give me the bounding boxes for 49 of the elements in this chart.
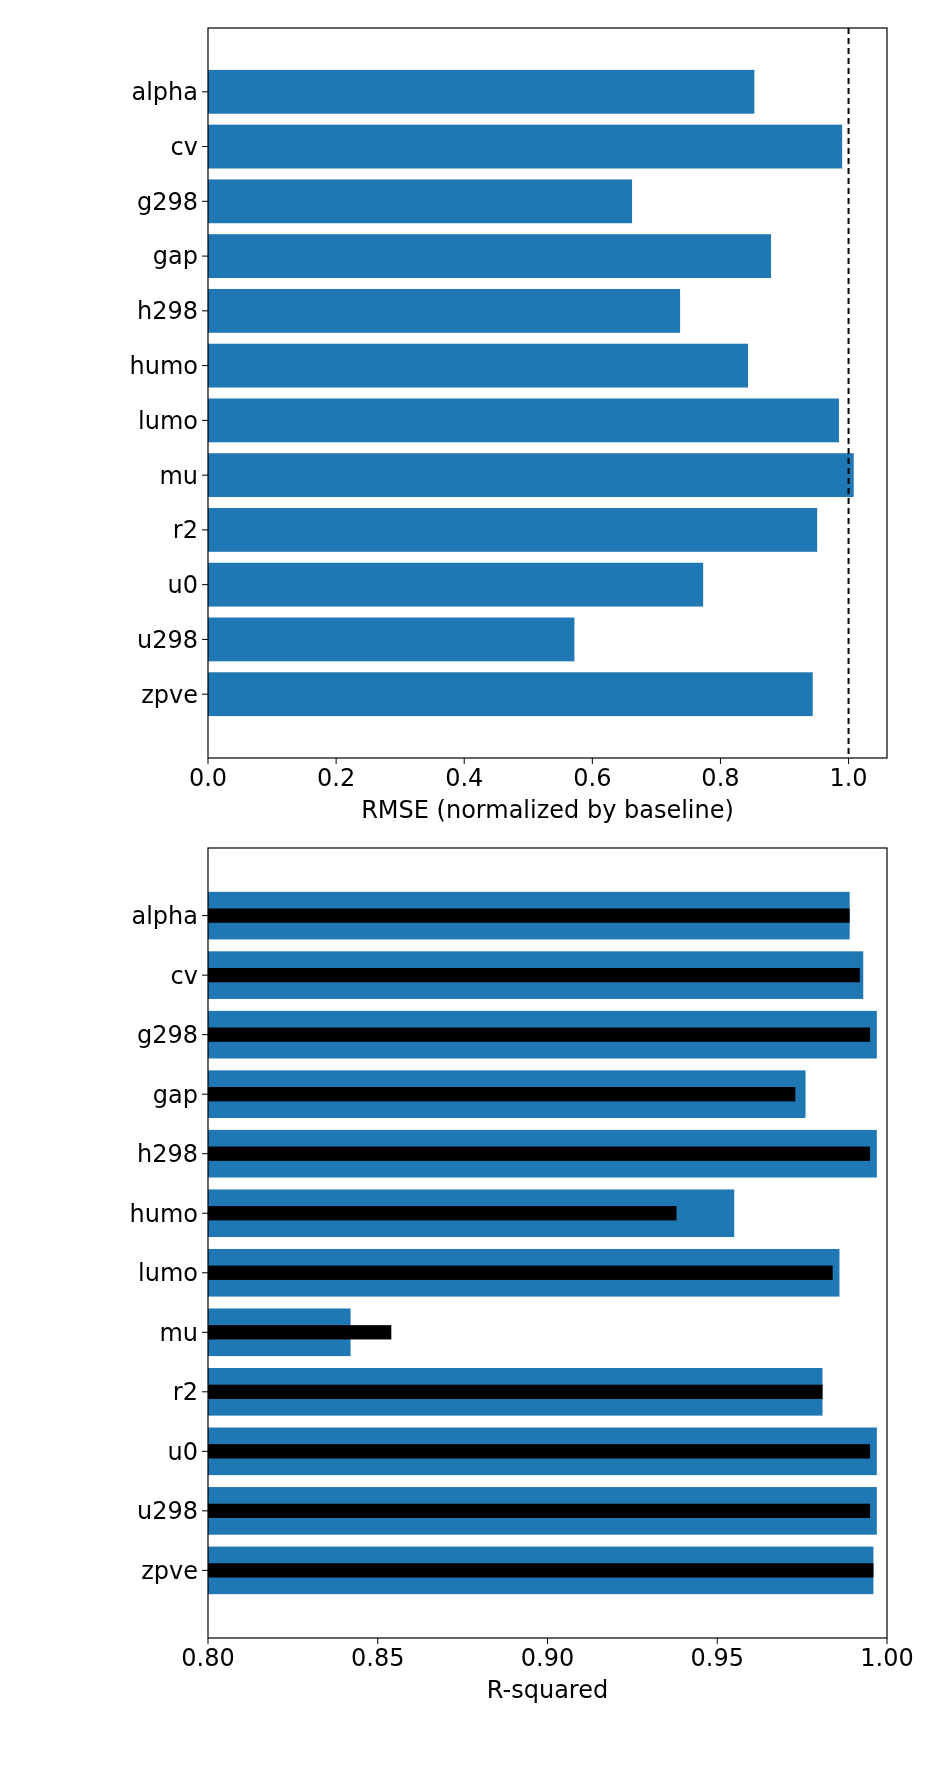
y-tick-label: lumo [138, 406, 198, 435]
x-tick-label: 1.0 [829, 764, 868, 792]
bar [208, 69, 755, 114]
x-tick-label: 0.95 [690, 1644, 744, 1672]
y-tick-label: u298 [136, 625, 198, 654]
y-tick-label: r2 [172, 1378, 198, 1407]
y-tick-label: humo [129, 1199, 198, 1228]
x-tick-label: 1.00 [860, 1644, 914, 1672]
bar [208, 508, 818, 552]
bar [208, 398, 839, 443]
x-axis-title: RMSE (normalized by baseline) [361, 796, 734, 824]
x-tick-label: 0.4 [445, 764, 484, 792]
bar [208, 453, 854, 498]
y-tick-label: zpve [141, 1556, 198, 1585]
bar [208, 343, 748, 388]
y-tick-label: mu [159, 461, 198, 490]
x-tick-label: 0.2 [317, 764, 356, 792]
y-tick-label: lumo [138, 1259, 198, 1288]
y-tick-label: zpve [141, 680, 198, 709]
y-tick-label: u298 [136, 1497, 198, 1526]
bar [208, 617, 575, 662]
bar [208, 672, 813, 717]
bar [208, 562, 704, 607]
bar [208, 234, 772, 278]
x-tick-label: 0.90 [520, 1644, 575, 1672]
y-tick-label: alpha [131, 902, 198, 931]
y-tick-label: cv [170, 961, 198, 990]
y-tick-label: gap [152, 1080, 198, 1109]
y-tick-label: mu [159, 1318, 198, 1347]
y-tick-label: u0 [167, 571, 198, 600]
y-tick-label: alpha [131, 78, 198, 107]
x-tick-label: 0.0 [188, 764, 228, 792]
x-axis-title: R-squared [486, 1676, 609, 1704]
y-tick-label: u0 [167, 1437, 198, 1466]
y-tick-label: g298 [136, 187, 198, 216]
bar [208, 179, 633, 224]
y-tick-label: humo [129, 352, 198, 381]
x-tick-label: 0.85 [351, 1644, 405, 1672]
y-tick-label: h298 [136, 297, 198, 326]
y-tick-label: cv [170, 132, 198, 161]
bar [208, 288, 681, 333]
x-tick-label: 0.80 [181, 1644, 235, 1672]
y-tick-label: gap [152, 242, 198, 271]
x-tick-label: 0.8 [701, 764, 740, 792]
x-tick-label: 0.6 [573, 764, 612, 792]
y-tick-label: r2 [172, 516, 198, 545]
y-tick-label: h298 [136, 1140, 198, 1169]
y-tick-label: g298 [136, 1021, 198, 1050]
bar [208, 124, 843, 169]
